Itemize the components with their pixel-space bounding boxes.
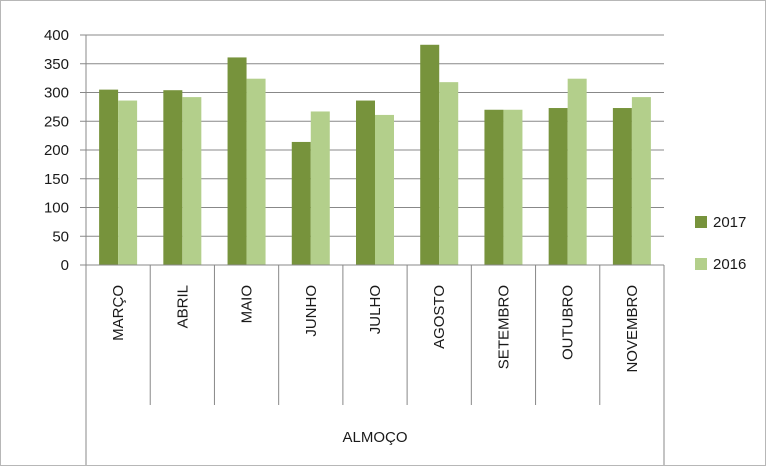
x-tick-label: MAIO: [239, 285, 256, 323]
x-tick-label: NOVEMBRO: [624, 285, 641, 373]
bar-2016-5: [439, 82, 459, 266]
y-tick-labels: 0 50 100 150 200 250 300 350 400: [44, 27, 69, 274]
x-tick-label: AGOSTO: [431, 285, 448, 349]
y-tick-label: 100: [44, 200, 69, 217]
y-tick-label: 350: [44, 56, 69, 73]
bar-2017-7: [548, 108, 568, 266]
x-tick-label: OUTUBRO: [560, 285, 577, 360]
bar-2017-5: [420, 44, 440, 266]
legend-swatch-2016: [695, 258, 707, 270]
x-tick-label: ABRIL: [174, 285, 191, 328]
bar-2016-7: [567, 78, 587, 265]
legend: 2017 2016: [695, 214, 746, 273]
y-tick-label: 150: [44, 171, 69, 188]
bar-2017-4: [356, 100, 375, 265]
y-tick-label: 0: [61, 257, 69, 274]
bar-2017-0: [99, 89, 119, 265]
bar-2016-3: [310, 111, 330, 265]
bar-2016-8: [631, 97, 651, 265]
bar-2017-6: [484, 109, 504, 265]
x-tick-label: SETEMBRO: [495, 285, 512, 369]
bar-2016-1: [182, 97, 202, 265]
group-label: ALMOÇO: [342, 429, 407, 446]
y-tick-label: 300: [44, 85, 69, 102]
x-tick-label: JUNHO: [303, 285, 320, 337]
legend-label-2017: 2017: [713, 214, 746, 231]
legend-label-2016: 2016: [713, 256, 746, 273]
bar-2016-6: [503, 109, 523, 265]
bar-2017-3: [291, 141, 311, 265]
axes: [80, 34, 665, 465]
y-tick-label: 50: [52, 228, 69, 245]
bar-2017-2: [227, 57, 247, 265]
bar-2016-4: [375, 114, 394, 265]
category-labels: MARÇO ABRIL MAIO JUNHO JULHO AGOSTO SETEMBRO OU…: [110, 285, 641, 373]
legend-swatch-2017: [695, 216, 707, 228]
y-tick-label: 400: [44, 27, 69, 44]
x-tick-label: MARÇO: [110, 285, 127, 341]
x-tick-label: JULHO: [367, 285, 384, 334]
y-tick-label: 250: [44, 113, 69, 130]
bar-2017-8: [612, 108, 632, 266]
bars: [99, 44, 651, 266]
bar-2016-2: [246, 78, 266, 265]
bar-2017-1: [163, 90, 183, 265]
bar-2016-0: [118, 100, 138, 265]
y-tick-label: 200: [44, 142, 69, 159]
